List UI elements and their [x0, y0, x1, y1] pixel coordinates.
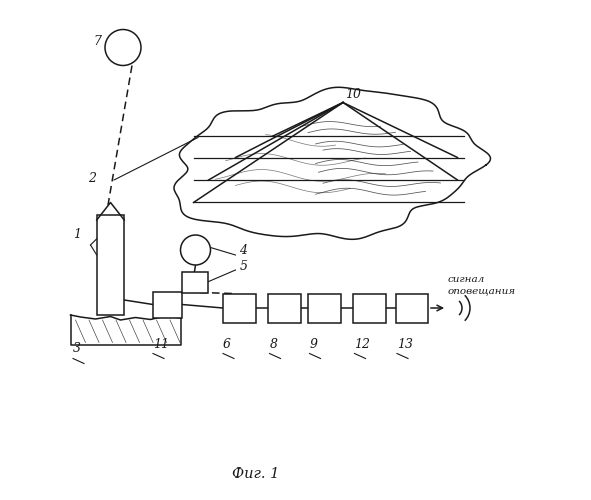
Text: 5: 5 — [239, 260, 248, 273]
Text: 12: 12 — [355, 338, 371, 350]
Polygon shape — [70, 315, 180, 345]
Text: 3: 3 — [73, 342, 81, 355]
Text: 6: 6 — [223, 338, 231, 350]
Bar — [153, 292, 182, 318]
Bar — [395, 294, 428, 322]
Circle shape — [105, 30, 141, 66]
Text: сигнал
оповещания: сигнал оповещания — [448, 274, 516, 295]
Text: 8: 8 — [269, 338, 278, 350]
Text: 2: 2 — [88, 172, 96, 186]
Text: 9: 9 — [310, 338, 317, 350]
Text: 1: 1 — [73, 228, 81, 240]
Bar — [308, 294, 340, 322]
Bar — [268, 294, 300, 322]
Bar — [97, 215, 124, 315]
Bar — [181, 272, 207, 292]
Bar — [353, 294, 385, 322]
Text: 13: 13 — [397, 338, 413, 350]
Text: 11: 11 — [153, 338, 169, 350]
Text: 10: 10 — [346, 88, 362, 101]
Circle shape — [180, 235, 210, 265]
Bar — [223, 294, 255, 322]
Text: 4: 4 — [239, 244, 248, 256]
Text: Фиг. 1: Фиг. 1 — [232, 466, 279, 480]
Text: 7: 7 — [93, 35, 101, 48]
